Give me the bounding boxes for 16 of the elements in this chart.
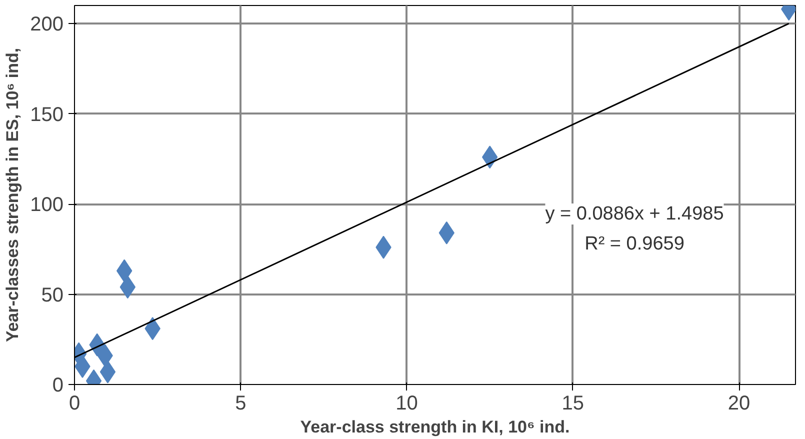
point <box>482 146 498 169</box>
annotation: y = 0.0886x + 1.4985 <box>545 204 724 224</box>
x-axis-title: Year-class strength in KI, 10⁶ ind. <box>300 418 570 436</box>
y-tick-label: 0 <box>52 374 64 396</box>
x-tick-label: 5 <box>235 392 246 414</box>
x-tick-label: 0 <box>68 392 80 414</box>
y-tick-label: 150 <box>30 104 64 126</box>
y-axis-title: Year-classes strength in ES, 10⁶ ind, <box>3 48 22 342</box>
y-tick-label: 100 <box>30 194 64 216</box>
x-tick-label: 15 <box>562 392 584 414</box>
y-tick-label: 50 <box>41 284 64 306</box>
point <box>100 360 116 384</box>
x-tick-label: 20 <box>728 392 750 414</box>
annotation: R² = 0.9659 <box>584 234 684 254</box>
x-tick-label: 10 <box>396 392 418 414</box>
y-tick-label: 200 <box>30 14 64 36</box>
